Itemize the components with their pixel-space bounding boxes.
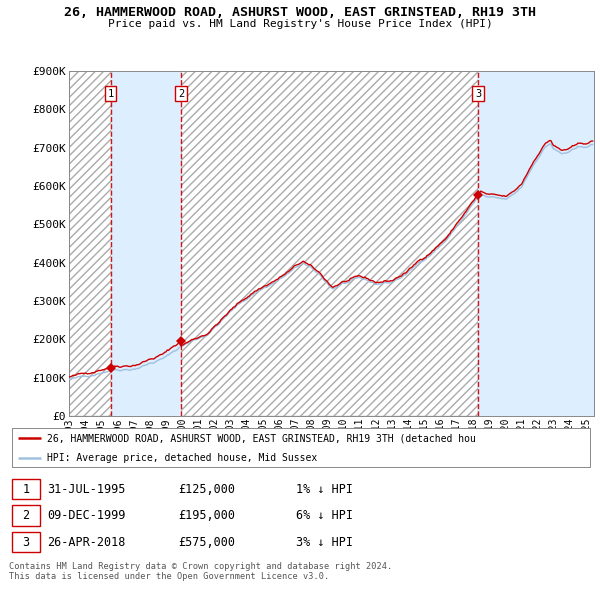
FancyBboxPatch shape	[12, 428, 590, 467]
Text: Contains HM Land Registry data © Crown copyright and database right 2024.
This d: Contains HM Land Registry data © Crown c…	[9, 562, 392, 581]
Text: 31-JUL-1995: 31-JUL-1995	[47, 483, 125, 496]
FancyBboxPatch shape	[12, 479, 40, 499]
Text: 26-APR-2018: 26-APR-2018	[47, 536, 125, 549]
Text: 3: 3	[22, 536, 29, 549]
Text: 2: 2	[178, 89, 184, 99]
Text: 1: 1	[22, 483, 29, 496]
Text: 3% ↓ HPI: 3% ↓ HPI	[296, 536, 353, 549]
Bar	[181, 71, 478, 416]
Text: 3: 3	[475, 89, 481, 99]
Text: 26, HAMMERWOOD ROAD, ASHURST WOOD, EAST GRINSTEAD, RH19 3TH: 26, HAMMERWOOD ROAD, ASHURST WOOD, EAST …	[64, 6, 536, 19]
Text: 09-DEC-1999: 09-DEC-1999	[47, 509, 125, 522]
Bar	[478, 71, 594, 416]
Text: Price paid vs. HM Land Registry's House Price Index (HPI): Price paid vs. HM Land Registry's House …	[107, 19, 493, 29]
Text: 6% ↓ HPI: 6% ↓ HPI	[296, 509, 353, 522]
FancyBboxPatch shape	[12, 506, 40, 526]
Bar	[69, 71, 110, 416]
Text: £125,000: £125,000	[179, 483, 236, 496]
FancyBboxPatch shape	[12, 532, 40, 552]
Bar	[110, 71, 181, 416]
Text: £575,000: £575,000	[179, 536, 236, 549]
Text: £195,000: £195,000	[179, 509, 236, 522]
Text: 26, HAMMERWOOD ROAD, ASHURST WOOD, EAST GRINSTEAD, RH19 3TH (detached hou: 26, HAMMERWOOD ROAD, ASHURST WOOD, EAST …	[47, 433, 476, 443]
Text: HPI: Average price, detached house, Mid Sussex: HPI: Average price, detached house, Mid …	[47, 453, 317, 463]
Text: 2: 2	[22, 509, 29, 522]
Text: 1% ↓ HPI: 1% ↓ HPI	[296, 483, 353, 496]
Text: 1: 1	[107, 89, 114, 99]
